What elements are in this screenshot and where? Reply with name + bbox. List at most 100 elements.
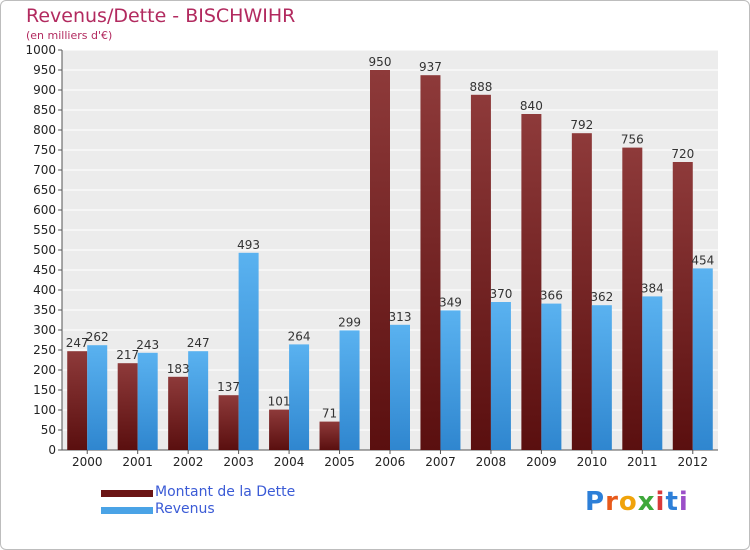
bar-dette <box>67 351 88 450</box>
legend-label-revenus: Revenus <box>155 501 215 517</box>
data-label-dette: 840 <box>520 99 543 113</box>
y-tick-label: 600 <box>33 203 56 217</box>
data-label-revenus: 370 <box>489 287 512 301</box>
x-tick-label: 2012 <box>677 455 708 469</box>
y-tick-label: 350 <box>33 303 56 317</box>
bar-dette <box>672 162 693 450</box>
bar-dette <box>521 114 542 450</box>
x-tick-label: 2005 <box>324 455 355 469</box>
y-tick-label: 1000 <box>25 43 56 57</box>
y-tick-label: 950 <box>33 63 56 77</box>
bar-revenus <box>87 345 108 450</box>
bar-dette <box>470 94 491 451</box>
bar-revenus <box>390 324 410 450</box>
data-label-revenus: 262 <box>86 330 109 344</box>
data-label-dette: 183 <box>167 362 190 376</box>
logo-letter: x <box>637 487 656 517</box>
logo-letter: i <box>678 487 689 517</box>
x-tick-label: 2008 <box>476 455 507 469</box>
data-label-revenus: 362 <box>590 290 613 304</box>
data-label-revenus: 349 <box>439 295 462 309</box>
y-tick-label: 700 <box>33 163 56 177</box>
data-label-dette: 888 <box>469 80 492 94</box>
y-tick-label: 0 <box>48 443 56 457</box>
bar-dette <box>622 147 643 450</box>
data-label-revenus: 493 <box>237 238 260 252</box>
bar-dette <box>117 363 138 450</box>
y-tick-label: 250 <box>33 343 56 357</box>
x-tick-label: 2000 <box>72 455 103 469</box>
bar-dette <box>168 376 189 450</box>
bar-dette <box>319 421 340 450</box>
data-label-dette: 101 <box>268 395 291 409</box>
x-tick-label: 2007 <box>425 455 456 469</box>
data-label-revenus: 299 <box>338 315 361 329</box>
y-tick-label: 150 <box>33 383 56 397</box>
chart-subtitle: (en milliers d'€) <box>26 29 113 42</box>
data-label-dette: 756 <box>621 133 644 147</box>
y-tick-label: 400 <box>33 283 56 297</box>
data-label-dette: 937 <box>419 60 442 74</box>
y-tick-label: 300 <box>33 323 56 337</box>
bar-revenus <box>238 252 259 450</box>
x-tick-label: 2004 <box>274 455 305 469</box>
data-label-dette: 950 <box>369 55 392 69</box>
data-label-dette: 247 <box>66 336 89 350</box>
x-tick-label: 2006 <box>375 455 406 469</box>
bar-revenus <box>339 330 360 450</box>
y-tick-label: 100 <box>33 403 56 417</box>
bar-dette <box>370 70 390 450</box>
bar-dette <box>420 75 441 450</box>
data-label-dette: 217 <box>116 348 139 362</box>
x-tick-label: 2009 <box>526 455 557 469</box>
y-tick-label: 550 <box>33 223 56 237</box>
y-tick-label: 50 <box>41 423 56 437</box>
data-label-dette: 720 <box>671 147 694 161</box>
bar-dette <box>218 395 239 450</box>
bar-revenus <box>440 310 461 450</box>
data-label-revenus: 243 <box>136 338 159 352</box>
legend-swatch-dette <box>101 490 153 497</box>
y-tick-label: 800 <box>33 123 56 137</box>
x-tick-label: 2003 <box>223 455 254 469</box>
bar-revenus <box>642 296 663 450</box>
data-label-dette: 792 <box>570 118 593 132</box>
y-tick-label: 450 <box>33 263 56 277</box>
bar-revenus <box>692 268 713 450</box>
y-tick-label: 750 <box>33 143 56 157</box>
data-label-dette: 137 <box>217 380 240 394</box>
x-tick-label: 2002 <box>173 455 204 469</box>
y-tick-label: 850 <box>33 103 56 117</box>
data-label-revenus: 313 <box>389 310 412 324</box>
bar-dette <box>269 409 290 450</box>
bar-revenus <box>490 302 511 450</box>
x-tick-label: 2001 <box>122 455 153 469</box>
y-tick-label: 200 <box>33 363 56 377</box>
logo-letter: o <box>618 487 638 517</box>
data-label-revenus: 366 <box>540 289 563 303</box>
data-label-revenus: 264 <box>288 329 311 343</box>
bar-revenus <box>541 303 562 450</box>
x-tick-label: 2010 <box>577 455 608 469</box>
logo-letter: r <box>605 487 619 517</box>
logo-letter: i <box>655 487 666 517</box>
y-tick-label: 900 <box>33 83 56 97</box>
data-label-revenus: 247 <box>187 336 210 350</box>
x-tick-label: 2011 <box>627 455 658 469</box>
chart-title: Revenus/Dette - BISCHWIHR <box>26 5 296 27</box>
data-label-revenus: 384 <box>641 281 664 295</box>
legend-swatch-revenus <box>101 507 153 514</box>
proxiti-logo: Proxiti <box>585 487 689 517</box>
logo-letter: P <box>585 487 606 517</box>
legend-label-dette: Montant de la Dette <box>155 484 296 500</box>
data-label-revenus: 454 <box>691 253 714 267</box>
bar-revenus <box>188 351 209 450</box>
logo-letter: t <box>665 487 679 517</box>
y-tick-label: 500 <box>33 243 56 257</box>
bar-revenus <box>591 305 612 450</box>
y-tick-label: 650 <box>33 183 56 197</box>
bar-dette <box>571 133 592 450</box>
bar-revenus <box>137 352 158 450</box>
data-label-dette: 71 <box>322 407 337 421</box>
